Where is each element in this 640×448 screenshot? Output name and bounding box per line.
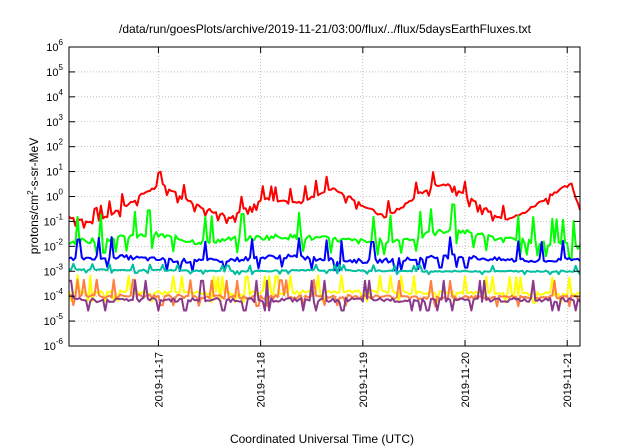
y-tick-label: 106	[46, 38, 63, 54]
y-tick-base: 10	[44, 291, 56, 303]
series-line-1	[68, 170, 581, 229]
y-tick-exp: -5	[56, 312, 64, 321]
y-axis-ticks: 10-610-510-410-310-210-11001011021031041…	[44, 38, 580, 353]
y-axis-label-exp: 2	[26, 190, 35, 195]
y-tick-label: 10-2	[44, 237, 64, 253]
y-tick-base: 10	[44, 266, 56, 278]
y-tick-label: 10-5	[44, 312, 64, 328]
y-tick-label: 101	[46, 163, 63, 179]
chart-title: /data/run/goesPlots/archive/2019-11-21/0…	[119, 22, 532, 36]
series-line-2	[68, 203, 581, 260]
y-tick-exp: -1	[56, 212, 64, 221]
x-axis-label: Coordinated Universal Time (UTC)	[230, 432, 414, 446]
y-tick-label: 10-6	[44, 337, 64, 353]
y-tick-base: 10	[44, 341, 56, 353]
y-tick-label: 10-3	[44, 262, 64, 278]
y-tick-exp: -4	[56, 287, 64, 296]
series-line-3	[68, 236, 581, 273]
y-tick-label: 10-4	[44, 287, 64, 303]
series-line-7	[69, 279, 581, 312]
y-tick-label: 105	[46, 63, 63, 79]
series-group	[68, 170, 581, 312]
y-tick-exp: 4	[59, 88, 64, 97]
y-tick-base: 10	[46, 142, 58, 154]
y-tick-exp: 2	[59, 138, 64, 147]
y-axis-label: protons/cm2-s-sr-MeV	[26, 138, 41, 254]
y-tick-exp: 3	[59, 113, 64, 122]
y-tick-exp: 5	[59, 63, 64, 72]
y-tick-exp: -2	[56, 237, 64, 246]
y-tick-base: 10	[46, 167, 58, 179]
y-tick-exp: 6	[59, 38, 64, 47]
y-tick-base: 10	[44, 241, 56, 253]
x-tick-label: 2019-11-21	[562, 352, 574, 407]
y-tick-base: 10	[46, 42, 58, 54]
y-tick-exp: -6	[56, 337, 64, 346]
y-axis-label-rest: -s-sr-MeV	[27, 138, 41, 191]
y-tick-base: 10	[46, 92, 58, 104]
y-tick-base: 10	[44, 216, 56, 228]
x-tick-label: 2019-11-19	[358, 352, 370, 407]
y-tick-base: 10	[46, 67, 58, 79]
y-tick-exp: 0	[59, 188, 64, 197]
y-tick-base: 10	[44, 316, 56, 328]
x-tick-label: 2019-11-17	[153, 352, 165, 407]
x-tick-label: 2019-11-20	[460, 352, 472, 407]
y-tick-label: 104	[46, 88, 63, 104]
y-tick-base: 10	[46, 117, 58, 129]
series-line-4	[68, 262, 581, 276]
y-tick-exp: 1	[59, 163, 64, 172]
series-line-6	[68, 278, 581, 308]
y-tick-base: 10	[46, 192, 58, 204]
y-tick-label: 100	[46, 188, 63, 204]
y-tick-label: 103	[46, 113, 63, 129]
y-tick-label: 10-1	[44, 212, 64, 228]
y-axis-label-base: protons/cm	[27, 195, 41, 254]
x-tick-label: 2019-11-18	[256, 352, 268, 407]
x-axis-ticks: 2019-11-17 2019-11-18 2019-11-19 2019-11-20…	[153, 47, 574, 407]
y-tick-label: 102	[46, 138, 63, 154]
y-tick-exp: -3	[56, 262, 64, 271]
